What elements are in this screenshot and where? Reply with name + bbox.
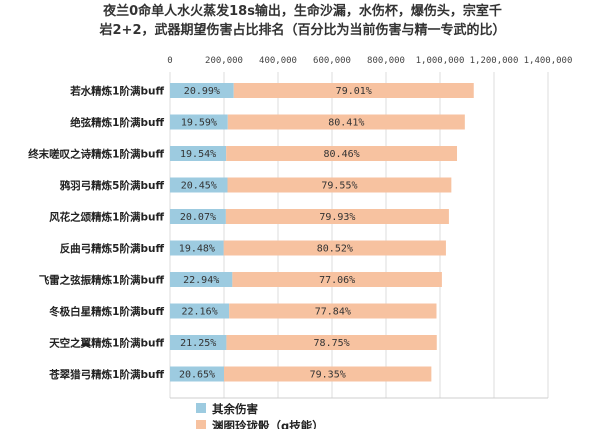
- data-label: 20.65%: [179, 370, 215, 381]
- data-label: 19.48%: [179, 244, 215, 255]
- data-label: 19.54%: [180, 149, 216, 160]
- legend-label: 其余伤害: [212, 402, 258, 416]
- bar-segment-other-damage: [170, 366, 224, 382]
- data-label: 19.59%: [181, 118, 217, 129]
- bar-segment-other-damage: [170, 303, 230, 319]
- category-label: 天空之翼精炼1阶满buff: [49, 337, 164, 350]
- bar-segment-q-skill: [225, 209, 449, 224]
- bar-segment-q-skill: [232, 272, 442, 287]
- category-label: 绝弦精炼1阶满buff: [70, 116, 164, 129]
- bar-segment-q-skill: [223, 240, 446, 256]
- x-tick-label: 400,000: [259, 56, 297, 66]
- x-tick-label: 1,200,000: [470, 56, 519, 66]
- data-label: 79.35%: [310, 370, 346, 381]
- category-label: 苍翠猎弓精炼1阶满buff: [48, 368, 164, 381]
- bar-segment-q-skill: [227, 114, 465, 130]
- data-label: 80.41%: [328, 118, 364, 129]
- x-tick-label: 0: [167, 56, 172, 66]
- bar-segment-other-damage: [170, 272, 233, 287]
- x-tick-label: 600,000: [313, 56, 351, 66]
- bar-segment-q-skill: [224, 366, 432, 382]
- bar-segment-q-skill: [233, 83, 474, 98]
- bar-segment-other-damage: [170, 209, 226, 224]
- data-label: 22.94%: [183, 275, 219, 286]
- data-label: 20.45%: [181, 181, 217, 192]
- x-tick-label: 1,400,000: [524, 56, 573, 66]
- data-label: 80.46%: [324, 149, 360, 160]
- bar-segment-other-damage: [170, 240, 224, 256]
- category-label: 终末嗟叹之诗精炼1阶满buff: [28, 148, 164, 161]
- data-label: 21.25%: [180, 338, 216, 349]
- category-label: 若水精炼1阶满buff: [69, 85, 164, 98]
- data-label: 79.55%: [321, 181, 357, 192]
- bar-segment-other-damage: [170, 335, 227, 350]
- legend-swatch: [196, 420, 206, 429]
- data-label: 80.52%: [317, 244, 353, 255]
- data-label: 78.75%: [314, 338, 350, 349]
- bar-segment-other-damage: [170, 177, 228, 193]
- bar-segment-other-damage: [170, 114, 228, 130]
- data-label: 22.16%: [182, 307, 218, 318]
- bar-segment-q-skill: [227, 177, 452, 193]
- category-label: 鸦羽弓精炼5阶满buff: [60, 179, 165, 192]
- bar-segment-q-skill: [229, 303, 437, 319]
- category-label: 反曲弓精炼5阶满buff: [60, 242, 165, 255]
- data-label: 20.99%: [184, 86, 220, 97]
- bar-segment-q-skill: [226, 335, 437, 350]
- x-tick-label: 1,000,000: [416, 56, 465, 66]
- data-label: 79.01%: [336, 86, 372, 97]
- category-label: 风花之颂精炼1阶满buff: [49, 211, 164, 224]
- bar-segment-other-damage: [170, 83, 234, 98]
- bar-segment-other-damage: [170, 146, 227, 161]
- chart-title: 夜兰0命单人水火蒸发18s输出，生命沙漏，水伤杯，爆伤头，宗室千 岩2+2，武器…: [99, 4, 506, 38]
- data-label: 79.93%: [319, 212, 355, 223]
- category-label: 飞雷之弦振精炼1阶满buff: [39, 274, 165, 287]
- legend-swatch: [196, 403, 206, 413]
- legend-label: 渊图玲珑骰（q技能）: [212, 419, 324, 429]
- x-tick-label: 200,000: [205, 56, 243, 66]
- data-label: 77.84%: [315, 307, 351, 318]
- category-label: 冬极白星精炼1阶满buff: [49, 305, 164, 318]
- x-tick-label: 800,000: [367, 56, 405, 66]
- data-label: 20.07%: [180, 212, 216, 223]
- data-label: 77.06%: [319, 275, 355, 286]
- bar-segment-q-skill: [226, 146, 458, 161]
